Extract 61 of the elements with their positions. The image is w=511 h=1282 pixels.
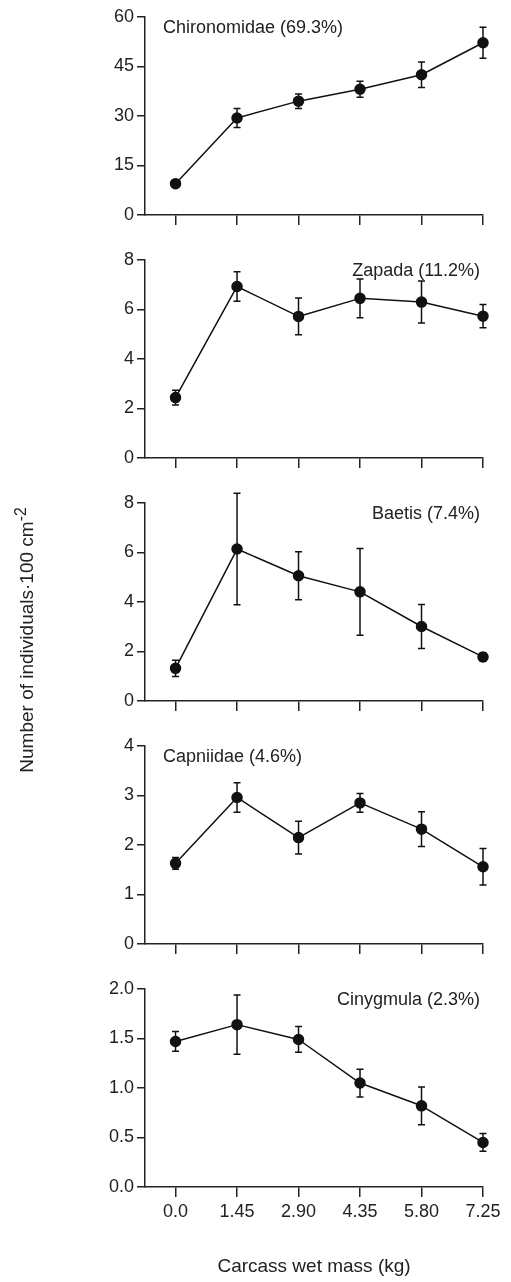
x-tick-label: 4.35 <box>342 1200 378 1221</box>
y-tick-label: 8 <box>123 248 134 269</box>
y-tick-label: 4 <box>123 347 134 368</box>
point <box>477 1136 489 1149</box>
point <box>292 310 305 323</box>
y-tick-label: 1.5 <box>108 1027 134 1048</box>
y-tick-label: 0.5 <box>108 1126 134 1147</box>
x-axis-title: Carcass wet mass (kg) <box>217 1254 411 1276</box>
y-tick-label: 2 <box>123 397 134 418</box>
point <box>477 861 489 873</box>
point <box>169 1035 182 1048</box>
x-tick-label: 7.25 <box>465 1200 501 1221</box>
chart-title: Capniidae (4.6%) <box>163 745 303 766</box>
point <box>292 1033 305 1046</box>
y-tick-label: 1 <box>123 883 134 904</box>
point <box>231 1018 243 1031</box>
point <box>231 543 243 555</box>
chart-title: Baetis (7.4%) <box>371 502 480 523</box>
point <box>354 797 366 809</box>
y-tick-label: 15 <box>113 154 134 175</box>
x-tick-label: 5.80 <box>403 1200 440 1221</box>
y-tick-label: 6 <box>123 298 134 319</box>
chart-title: Chironomidae (69.3%) <box>163 16 344 37</box>
chart-title: Cinygmula (2.3%) <box>336 988 480 1009</box>
y-tick-label: 2.0 <box>108 977 134 998</box>
y-tick-label: 6 <box>123 541 134 562</box>
y-tick-label: 4 <box>123 734 134 755</box>
point <box>354 586 366 598</box>
point <box>415 69 428 81</box>
point <box>415 1100 428 1112</box>
point <box>354 1077 366 1089</box>
point <box>477 36 489 49</box>
y-tick-label: 30 <box>113 104 134 125</box>
point <box>231 791 243 804</box>
y-tick-label: 0 <box>123 203 134 224</box>
point <box>292 831 305 844</box>
y-tick-label: 45 <box>113 55 134 76</box>
point <box>477 310 489 322</box>
y-tick-label: 0 <box>123 689 134 710</box>
chart-title: Zapada (11.2%) <box>352 259 480 280</box>
point <box>354 292 366 305</box>
x-tick-label: 0.0 <box>163 1200 189 1221</box>
x-tick-label: 1.45 <box>219 1200 255 1221</box>
y-tick-label: 60 <box>113 5 134 26</box>
point <box>415 620 428 633</box>
y-tick-label: 3 <box>123 784 134 805</box>
x-tick-label: 2.90 <box>281 1200 317 1221</box>
y-tick-label: 0 <box>123 932 134 953</box>
point <box>292 570 305 582</box>
point <box>415 823 428 835</box>
point <box>231 280 243 293</box>
y-tick-label: 2 <box>123 833 134 854</box>
y-tick-label: 2 <box>123 640 134 661</box>
point <box>169 177 182 190</box>
point <box>231 112 243 124</box>
y-tick-label: 1.0 <box>108 1076 134 1097</box>
y-tick-label: 8 <box>123 491 134 512</box>
y-tick-label: 0.0 <box>108 1175 134 1196</box>
y-tick-label: 4 <box>123 590 134 611</box>
point <box>415 296 428 308</box>
y-tick-label: 0 <box>123 446 134 467</box>
